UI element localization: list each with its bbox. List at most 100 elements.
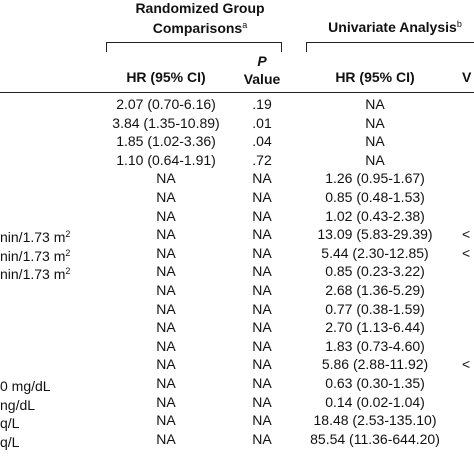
table-row: NA NA 2.68 (1.36-5.29)	[0, 281, 474, 300]
univariate-hr-cell: NA	[365, 114, 385, 131]
table-row: nin/1.73 m2 NA NA 0.85 (0.23-3.22)	[0, 262, 474, 284]
clipped-cell: <	[462, 356, 471, 373]
clipped-column-header: V	[462, 69, 472, 85]
table-row: NA NA 1.26 (0.95-1.67)	[0, 169, 474, 188]
table-row: q/L NA NA 18.48 (2.53-135.10)	[0, 411, 474, 433]
p-value-cell: NA	[252, 170, 272, 187]
univariate-header-text: Univariate Analysis	[328, 19, 457, 35]
table-row: 0 mg/dL NA NA 0.63 (0.30-1.35)	[0, 374, 474, 396]
p-value-cell: NA	[252, 412, 272, 429]
row-label-superscript: 2	[65, 247, 71, 258]
row-label: ng/dL	[0, 393, 35, 415]
univariate-hr-cell: NA	[365, 96, 385, 112]
p-value-cell: .01	[252, 114, 272, 131]
hr-cell: NA	[156, 393, 176, 410]
hr-cell: NA	[156, 281, 176, 298]
univariate-hr-cell: 5.44 (2.30-12.85)	[321, 244, 429, 261]
table-row: ng/dL NA NA 0.14 (0.02-1.04)	[0, 393, 474, 415]
univariate-hr-column-header: HR (95% CI)	[335, 69, 415, 85]
row-label: q/L	[0, 411, 19, 433]
univariate-hr-cell: NA	[365, 133, 385, 150]
hr-cell: NA	[156, 207, 176, 224]
p-value-cell: NA	[252, 207, 272, 224]
p-value-cell: NA	[252, 281, 272, 298]
randomized-group-header: Randomized Group Comparisonsa	[110, 0, 290, 37]
row-label-text: nin/1.73 m	[0, 229, 66, 246]
row-label: nin/1.73 m2	[0, 244, 70, 266]
p-value-cell: NA	[252, 319, 272, 336]
p-value-cell: NA	[252, 393, 272, 410]
hr-cell: NA	[156, 356, 176, 373]
univariate-hr-cell: 1.02 (0.43-2.38)	[325, 207, 425, 224]
table-row: NA NA 1.02 (0.43-2.38)	[0, 207, 474, 226]
hr-cell: NA	[156, 170, 176, 187]
univariate-hr-cell: 13.09 (5.83-29.39)	[317, 226, 433, 243]
table-row: 1.85 (1.02-3.36) .04 NA	[0, 132, 474, 151]
hr-cell: NA	[156, 430, 176, 447]
hr-cell: NA	[156, 226, 176, 243]
table-row: NA NA 1.83 (0.73-4.60)	[0, 337, 474, 356]
p-value-cell: .72	[252, 151, 272, 168]
row-label: nin/1.73 m2	[0, 262, 70, 284]
table-row: q/L NA NA 85.54 (11.36-644.20)	[0, 430, 474, 452]
table-row: 2.07 (0.70-6.16) .19 NA	[0, 95, 474, 114]
randomized-footnote-mark: a	[242, 20, 248, 30]
row-label: 0 mg/dL	[0, 374, 51, 396]
hr-cell: NA	[156, 337, 176, 354]
row-label-superscript: 2	[65, 266, 71, 277]
univariate-hr-cell: 85.54 (11.36-644.20)	[310, 430, 440, 447]
hr-cell: 1.85 (1.02-3.36)	[116, 133, 216, 150]
hr-cell: NA	[156, 412, 176, 429]
univariate-hr-cell: 1.83 (0.73-4.60)	[325, 337, 425, 354]
p-value-cell: NA	[252, 226, 272, 243]
hr-cell: 3.84 (1.35-10.89)	[112, 114, 220, 131]
univariate-hr-cell: 0.77 (0.38-1.59)	[325, 300, 425, 317]
table-row: NA NA 0.85 (0.48-1.53)	[0, 188, 474, 207]
p-value-cell: NA	[252, 337, 272, 354]
univariate-footnote-mark: b	[456, 19, 462, 29]
clipped-cell: <	[462, 226, 471, 243]
univariate-hr-cell: 2.68 (1.36-5.29)	[325, 281, 425, 298]
table-row: NA NA 2.70 (1.13-6.44)	[0, 318, 474, 337]
row-label: nin/1.73 m2	[0, 225, 70, 247]
table-row: nin/1.73 m2 NA NA 5.44 (2.30-12.85) <	[0, 244, 474, 266]
p-value-cell: .19	[252, 96, 272, 112]
row-label: q/L	[0, 430, 19, 452]
p-value-cell: NA	[252, 356, 272, 373]
hr-cell: 2.07 (0.70-6.16)	[116, 96, 216, 112]
p-value-cell: NA	[252, 244, 272, 261]
hr-column-header: HR (95% CI)	[126, 69, 206, 85]
row-label-text: nin/1.73 m	[0, 247, 66, 264]
univariate-hr-cell: 0.63 (0.30-1.35)	[325, 374, 425, 391]
univariate-group-header: Univariate Analysisb	[305, 16, 474, 36]
univariate-bracket	[306, 42, 474, 52]
row-label-text: 0 mg/dL	[0, 377, 51, 394]
p-value-cell: NA	[252, 374, 272, 391]
table-row: 3.84 (1.35-10.89) .01 NA	[0, 114, 474, 133]
univariate-hr-cell: 1.26 (0.95-1.67)	[325, 170, 425, 187]
table-row: NA NA 5.86 (2.88-11.92) <	[0, 355, 474, 374]
table-row: 1.10 (0.64-1.91) .72 NA	[0, 151, 474, 170]
p-value-column-header: P Value	[232, 52, 292, 88]
univariate-hr-cell: 2.70 (1.13-6.44)	[325, 319, 425, 336]
table-body: 2.07 (0.70-6.16) .19 NA 3.84 (1.35-10.89) .0…	[0, 95, 474, 452]
randomized-bracket	[106, 42, 282, 52]
p-value-cell: NA	[252, 263, 272, 280]
p-value-cell: NA	[252, 430, 272, 447]
row-label-text: q/L	[0, 433, 20, 450]
hr-cell: NA	[156, 188, 176, 205]
hr-cell: NA	[156, 244, 176, 261]
hr-cell: NA	[156, 300, 176, 317]
row-label-text: ng/dL	[0, 396, 36, 413]
p-label: P	[257, 53, 267, 69]
univariate-hr-cell: NA	[365, 151, 385, 168]
table-row: nin/1.73 m2 NA NA 13.09 (5.83-29.39) <	[0, 225, 474, 247]
hr-cell: NA	[156, 263, 176, 280]
value-label: Value	[243, 71, 281, 87]
clipped-cell: <	[462, 244, 471, 261]
univariate-hr-cell: 0.85 (0.23-3.22)	[325, 263, 425, 280]
randomized-header-line2: Comparisonsa	[110, 17, 290, 37]
hr-cell: NA	[156, 319, 176, 336]
row-label-text: q/L	[0, 415, 20, 432]
